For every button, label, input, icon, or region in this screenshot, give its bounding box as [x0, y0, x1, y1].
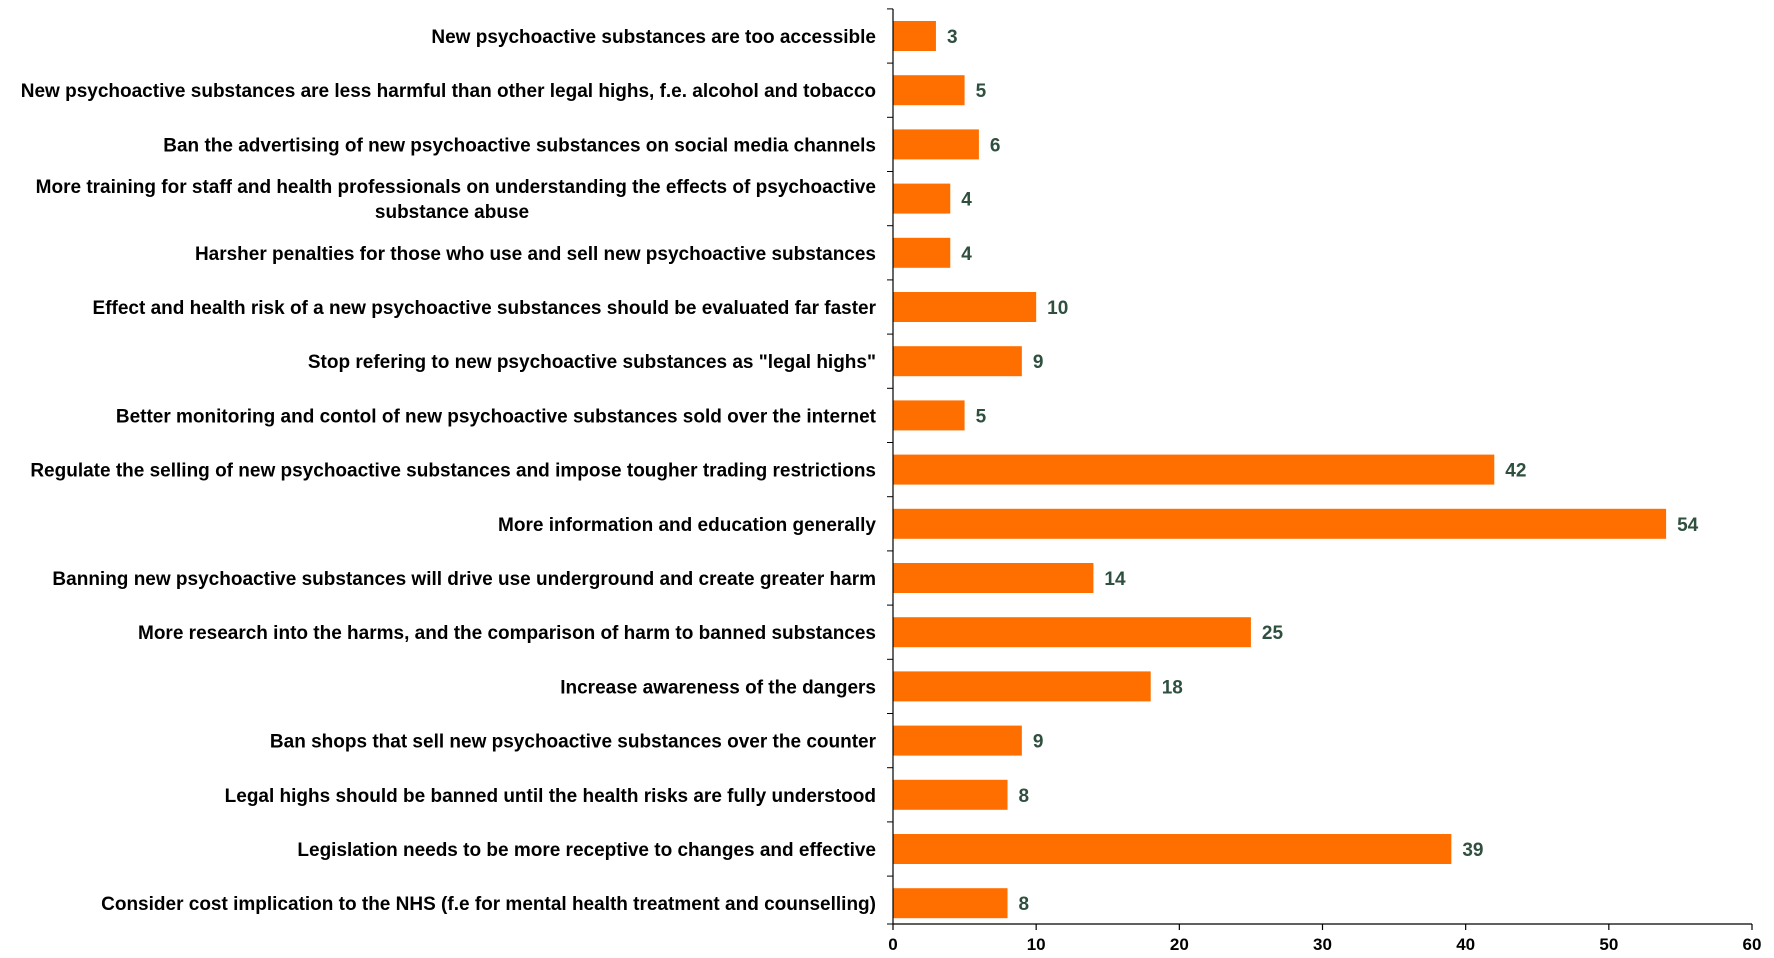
bar: [893, 834, 1452, 864]
data-label: 8: [1019, 894, 1030, 915]
data-label: 6: [990, 135, 1001, 156]
data-label: 54: [1677, 515, 1699, 536]
x-tick-label: 60: [1743, 935, 1762, 954]
category-label: Regulate the selling of new psychoactive…: [30, 461, 876, 482]
category-label: substance abuse: [375, 202, 529, 223]
category-label: Stop refering to new psychoactive substa…: [308, 352, 876, 373]
category-label: Legal highs should be banned until the h…: [225, 786, 876, 807]
category-label: New psychoactive substances are too acce…: [431, 27, 876, 48]
bar: [893, 563, 1094, 593]
data-label: 42: [1505, 461, 1526, 482]
data-label: 9: [1033, 732, 1044, 753]
x-tick-label: 20: [1170, 935, 1189, 954]
bar: [893, 508, 1667, 539]
data-label: 8: [1019, 786, 1030, 807]
bar: [893, 75, 965, 106]
category-label: Ban shops that sell new psychoactive sub…: [270, 732, 877, 753]
data-label: 5: [976, 81, 987, 102]
labels-layer: 3 New psychoactive substances are too acc…: [21, 27, 1762, 954]
category-label: Effect and health risk of a new psychoac…: [93, 298, 877, 319]
axes-layer: [887, 8, 1753, 930]
data-label: 10: [1047, 298, 1068, 319]
x-tick-label: 0: [888, 935, 897, 954]
x-tick-label: 50: [1599, 935, 1618, 954]
data-label: 39: [1462, 840, 1483, 861]
data-label: 18: [1162, 677, 1183, 698]
bar: [893, 725, 1022, 756]
bar: [893, 617, 1251, 648]
x-tick-label: 30: [1313, 935, 1332, 954]
data-label: 25: [1262, 623, 1284, 644]
data-label: 4: [961, 190, 972, 211]
bar: [893, 21, 936, 51]
data-label: 9: [1033, 352, 1044, 373]
bar: [893, 779, 1008, 810]
category-label: Increase awareness of the dangers: [560, 677, 876, 698]
data-label: 4: [961, 244, 972, 265]
category-label: More training for staff and health profe…: [36, 177, 876, 198]
bar: [893, 346, 1022, 377]
x-tick-label: 40: [1456, 935, 1475, 954]
bar: [893, 671, 1151, 702]
bar: [893, 292, 1037, 322]
category-label: More research into the harms, and the co…: [138, 623, 876, 644]
category-label: Legislation needs to be more receptive t…: [297, 840, 876, 861]
category-label: Banning new psychoactive substances will…: [52, 569, 876, 590]
category-label: New psychoactive substances are less har…: [21, 81, 876, 102]
x-tick-label: 10: [1027, 935, 1046, 954]
bar: [893, 888, 1008, 919]
data-label: 14: [1104, 569, 1126, 590]
category-label: Better monitoring and contol of new psyc…: [116, 406, 877, 427]
bar: [893, 237, 951, 268]
category-label: Harsher penalties for those who use and …: [195, 244, 876, 265]
data-label: 3: [947, 27, 958, 48]
bar: [893, 400, 965, 431]
bars-layer: [893, 21, 1667, 919]
bar: [893, 183, 951, 214]
category-label: Ban the advertising of new psychoactive …: [163, 135, 876, 156]
category-label: Consider cost implication to the NHS (f.…: [101, 894, 876, 915]
data-label: 5: [976, 406, 987, 427]
bar: [893, 129, 979, 160]
bar: [893, 454, 1495, 485]
category-label: More information and education generally: [498, 515, 876, 536]
